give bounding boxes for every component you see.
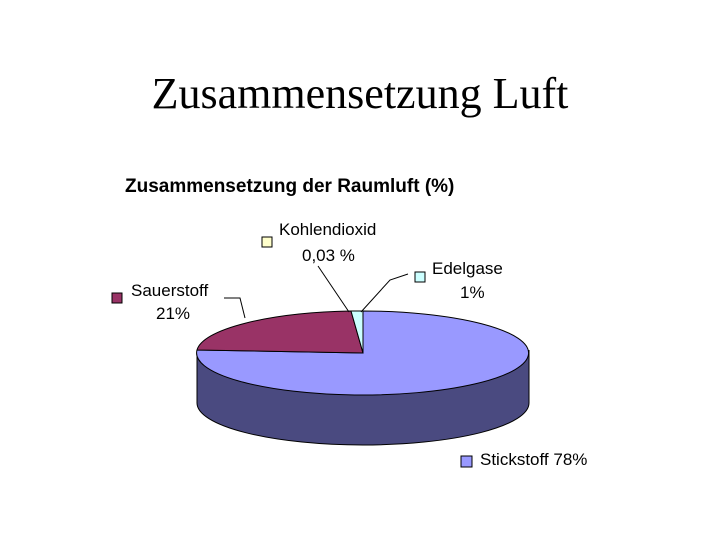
slice-sauerstoff: [196, 310, 364, 354]
leader-line-sauerstoff: [224, 297, 246, 319]
label-kohlendioxid-value: 0,03 %: [302, 246, 355, 265]
legend-swatch-edelgase: [414, 271, 426, 283]
slide-title: Zusammensetzung Luft: [151, 69, 569, 118]
chart-title: Zusammensetzung der Raumluft (%): [125, 176, 454, 197]
label-sauerstoff-name: Sauerstoff: [131, 281, 208, 300]
label-edelgase-value: 1%: [460, 283, 485, 302]
label-sauerstoff-value: 21%: [156, 304, 190, 323]
label-kohlendioxid-name: Kohlendioxid: [279, 220, 376, 239]
label-stickstoff: Stickstoff 78%: [480, 450, 587, 469]
label-edelgase-name: Edelgase: [432, 259, 503, 278]
legend-swatch-sauerstoff: [111, 292, 123, 304]
leader-line-kohlendioxid: [317, 265, 350, 313]
legend-swatch-stickstoff: [460, 455, 473, 468]
leader-line-edelgase: [360, 273, 409, 313]
legend-swatch-kohlendioxid: [261, 236, 273, 248]
